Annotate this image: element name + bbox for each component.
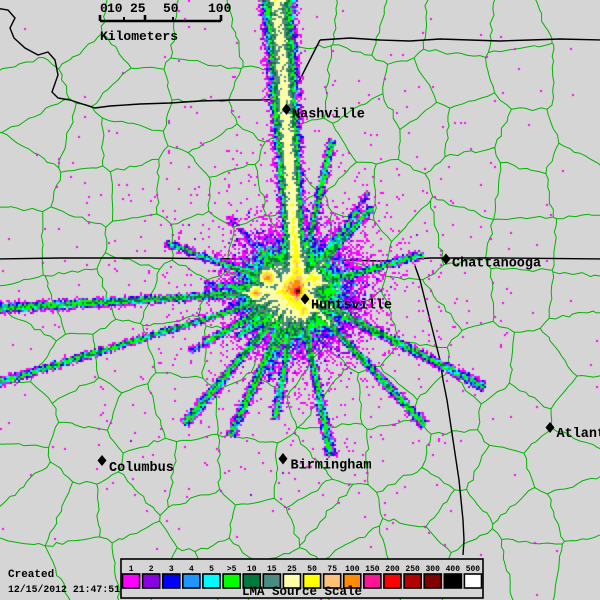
svg-text:500: 500 xyxy=(466,565,481,574)
svg-text:150: 150 xyxy=(365,565,380,574)
svg-text:>5: >5 xyxy=(227,565,237,574)
svg-text:2: 2 xyxy=(149,565,154,574)
svg-text:Huntsville: Huntsville xyxy=(311,299,392,314)
svg-text:12/15/2012 21:47:51: 12/15/2012 21:47:51 xyxy=(8,584,120,595)
svg-text:400: 400 xyxy=(446,565,461,574)
svg-text:100: 100 xyxy=(345,565,360,574)
svg-text:25: 25 xyxy=(287,565,297,574)
svg-text:200: 200 xyxy=(385,565,400,574)
svg-text:Created: Created xyxy=(8,569,54,581)
svg-text:4: 4 xyxy=(189,565,194,574)
svg-text:Nashville: Nashville xyxy=(292,108,365,123)
svg-text:10: 10 xyxy=(247,565,257,574)
svg-text:Birmingham: Birmingham xyxy=(291,459,372,474)
svg-text:75: 75 xyxy=(327,565,337,574)
svg-text:5: 5 xyxy=(209,565,214,574)
svg-text:50: 50 xyxy=(307,565,317,574)
svg-text:Columbus: Columbus xyxy=(109,461,174,476)
svg-text:LMA Source Scale: LMA Source Scale xyxy=(242,585,362,599)
svg-text:15: 15 xyxy=(267,565,277,574)
svg-text:Atlanta: Atlanta xyxy=(557,427,600,442)
svg-text:3: 3 xyxy=(169,565,174,574)
svg-text:1: 1 xyxy=(129,565,134,574)
svg-text:250: 250 xyxy=(405,565,420,574)
svg-text:Chattanooga: Chattanooga xyxy=(452,257,541,272)
svg-text:300: 300 xyxy=(425,565,440,574)
